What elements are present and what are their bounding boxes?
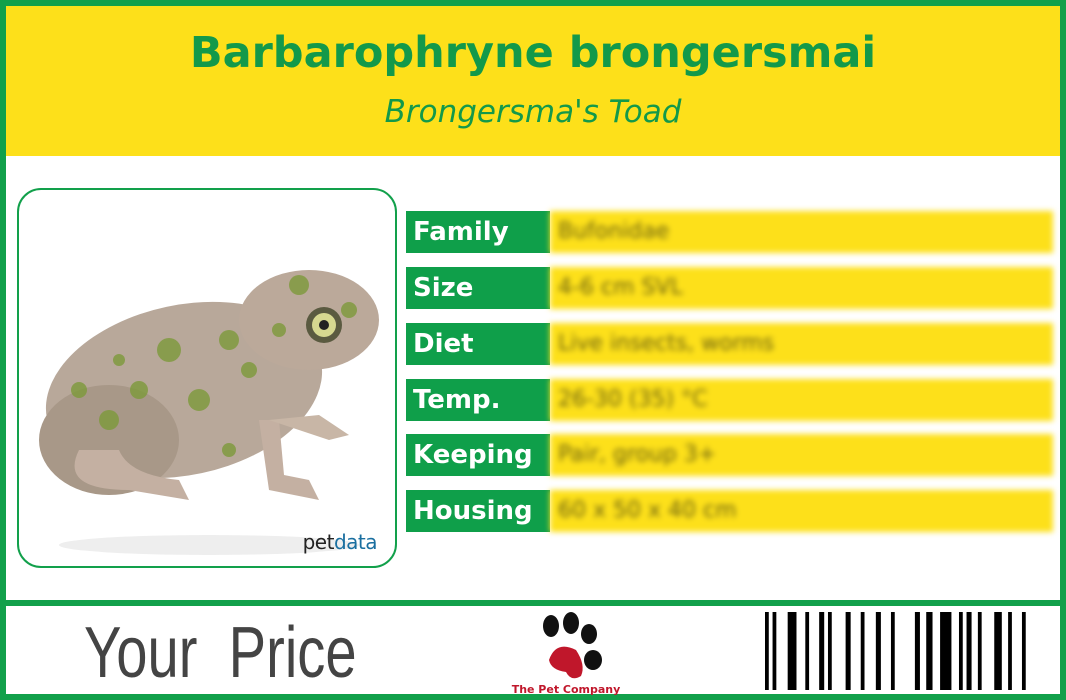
barcode-bar xyxy=(914,612,920,690)
petdata-watermark: petdata xyxy=(302,530,378,554)
fact-value: Bufonidae xyxy=(550,211,1053,253)
barcode-bar xyxy=(994,612,1002,690)
toad-image xyxy=(39,270,379,555)
barcode-bar xyxy=(765,612,769,690)
paw-icon xyxy=(543,612,602,679)
fact-label: Family xyxy=(406,211,550,253)
barcode-bar xyxy=(860,612,865,690)
price-label: Your Price xyxy=(84,613,357,693)
fact-row-keeping: Keeping Pair, group 3+ xyxy=(406,434,1053,476)
barcode-bar xyxy=(772,612,777,690)
barcode-bar xyxy=(977,612,982,690)
barcode-bar xyxy=(958,612,963,690)
barcode-bar xyxy=(926,612,933,690)
footer-divider xyxy=(6,600,1060,606)
fact-value: 4-6 cm SVL xyxy=(550,267,1053,309)
barcode xyxy=(765,612,1026,690)
fact-label: Housing xyxy=(406,490,550,532)
barcode-bar xyxy=(845,612,851,690)
common-name: Brongersma's Toad xyxy=(384,94,682,130)
watermark-pet: pet xyxy=(302,530,335,554)
fact-label: Keeping xyxy=(406,434,550,476)
barcode-bar xyxy=(1008,612,1012,690)
animal-photo: petdata xyxy=(17,188,397,568)
fact-label: Size xyxy=(406,267,550,309)
barcode-bar xyxy=(940,612,952,690)
fact-value: 60 x 50 x 40 cm xyxy=(550,490,1053,532)
barcode-bar xyxy=(890,612,895,690)
watermark-data: data xyxy=(333,530,378,554)
barcode-bar xyxy=(966,612,972,690)
fact-row-family: Family Bufonidae xyxy=(406,211,1053,253)
barcode-bar xyxy=(1021,612,1026,690)
barcode-bar xyxy=(805,612,810,690)
fact-label: Temp. xyxy=(406,379,550,421)
barcode-bar xyxy=(827,612,832,690)
pet-company-logo: The Pet Company xyxy=(511,610,621,696)
fact-value: 26-30 (35) °C xyxy=(550,379,1053,421)
fact-label: Diet xyxy=(406,323,550,365)
logo-text: The Pet Company xyxy=(511,683,621,696)
fact-row-temp: Temp. 26-30 (35) °C xyxy=(406,379,1053,421)
fact-value: Pair, group 3+ xyxy=(550,434,1053,476)
fact-value: Live insects, worms xyxy=(550,323,1053,365)
barcode-bar xyxy=(819,612,825,690)
fact-row-size: Size 4-6 cm SVL xyxy=(406,267,1053,309)
fact-row-housing: Housing 60 x 50 x 40 cm xyxy=(406,490,1053,532)
header-banner: Barbarophryne brongersmai Brongersma's T… xyxy=(6,6,1060,156)
fact-row-diet: Diet Live insects, worms xyxy=(406,323,1053,365)
barcode-bar xyxy=(875,612,881,690)
species-title: Barbarophryne brongersmai xyxy=(189,28,877,78)
barcode-bar xyxy=(787,612,797,690)
